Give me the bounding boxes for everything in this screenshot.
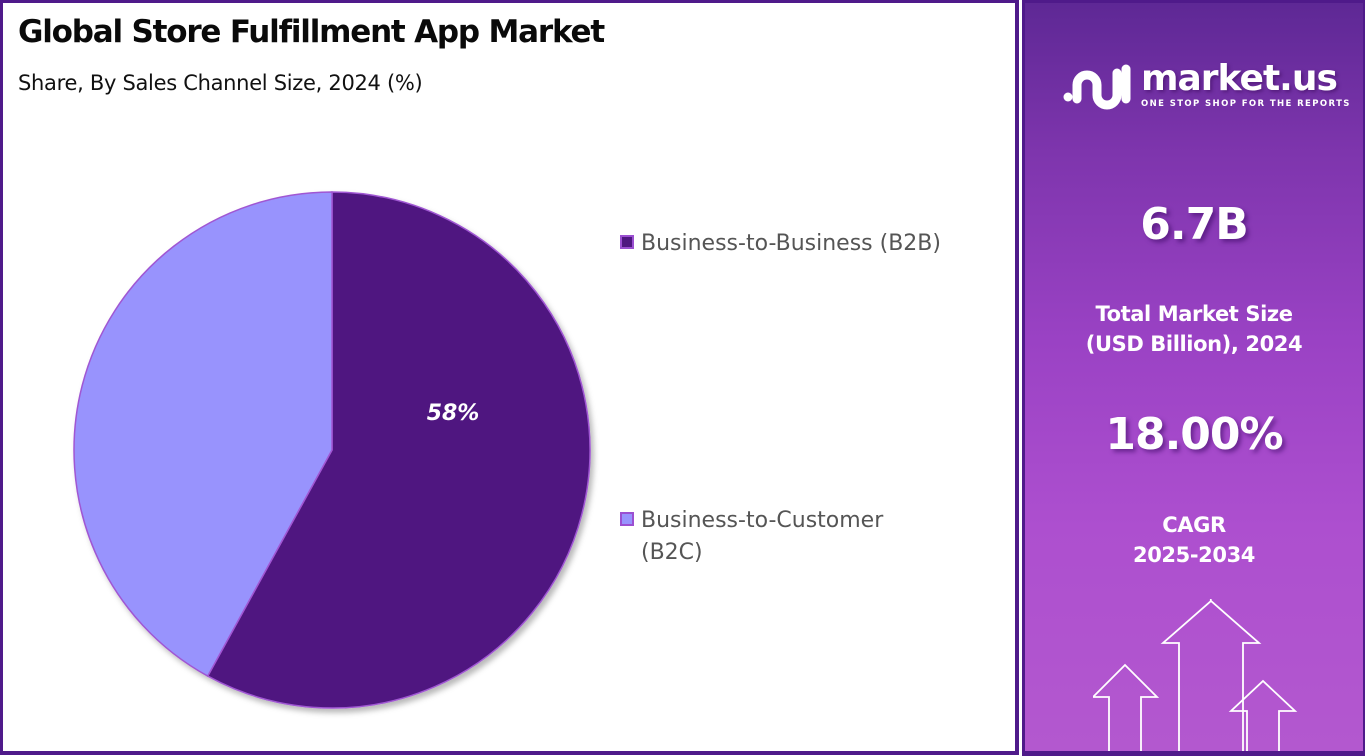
chart-panel: Global Store Fulfillment App Market Shar… — [0, 0, 1019, 755]
legend-label-b2b: Business-to-Business (B2B) — [641, 231, 941, 256]
market-size-caption-line2: (USD Billion), 2024 — [1085, 332, 1303, 356]
market-us-logo-icon — [1063, 64, 1131, 110]
dollar-growth-arrows-icon: $ — [1093, 599, 1298, 751]
legend-swatch-b2c — [620, 512, 634, 526]
market-size-caption: Total Market Size (USD Billion), 2024 — [1025, 299, 1363, 359]
legend-label-b2c: Business-to-Customer (B2C) — [641, 505, 883, 569]
brand-tagline: ONE STOP SHOP FOR THE REPORTS — [1141, 99, 1351, 109]
legend-label-b2c-line2: (B2C) — [641, 540, 703, 565]
cagr-caption-line1: CAGR — [1162, 513, 1226, 537]
pie-chart-svg — [73, 191, 591, 709]
legend-swatch-b2b — [620, 235, 634, 249]
pie-chart: 58% — [68, 186, 596, 714]
brand-name: market.us — [1141, 58, 1338, 99]
stats-sidebar: market.us ONE STOP SHOP FOR THE REPORTS … — [1022, 0, 1365, 756]
pie-slice-1[interactable] — [73, 191, 333, 678]
market-size-caption-line1: Total Market Size — [1095, 302, 1293, 326]
legend-item-b2b[interactable]: Business-to-Business (B2B) — [620, 228, 941, 260]
slice-label-b2b: 58% — [426, 400, 480, 426]
chart-subtitle: Share, By Sales Channel Size, 2024 (%) — [18, 71, 423, 95]
chart-title: Global Store Fulfillment App Market — [18, 14, 605, 50]
cagr-value: 18.00% — [1105, 409, 1283, 460]
dollar-sign: $ — [1200, 599, 1222, 606]
cagr-caption-line2: 2025-2034 — [1132, 543, 1255, 567]
brand-logo: market.us ONE STOP SHOP FOR THE REPORTS — [1063, 59, 1351, 111]
market-size-value: 6.7B — [1140, 199, 1248, 250]
legend-item-b2c[interactable]: Business-to-Customer (B2C) — [620, 505, 883, 569]
pie-slice-0[interactable] — [206, 191, 591, 709]
legend-label-b2c-line1: Business-to-Customer — [641, 508, 884, 533]
cagr-caption: CAGR 2025-2034 — [1025, 510, 1363, 570]
